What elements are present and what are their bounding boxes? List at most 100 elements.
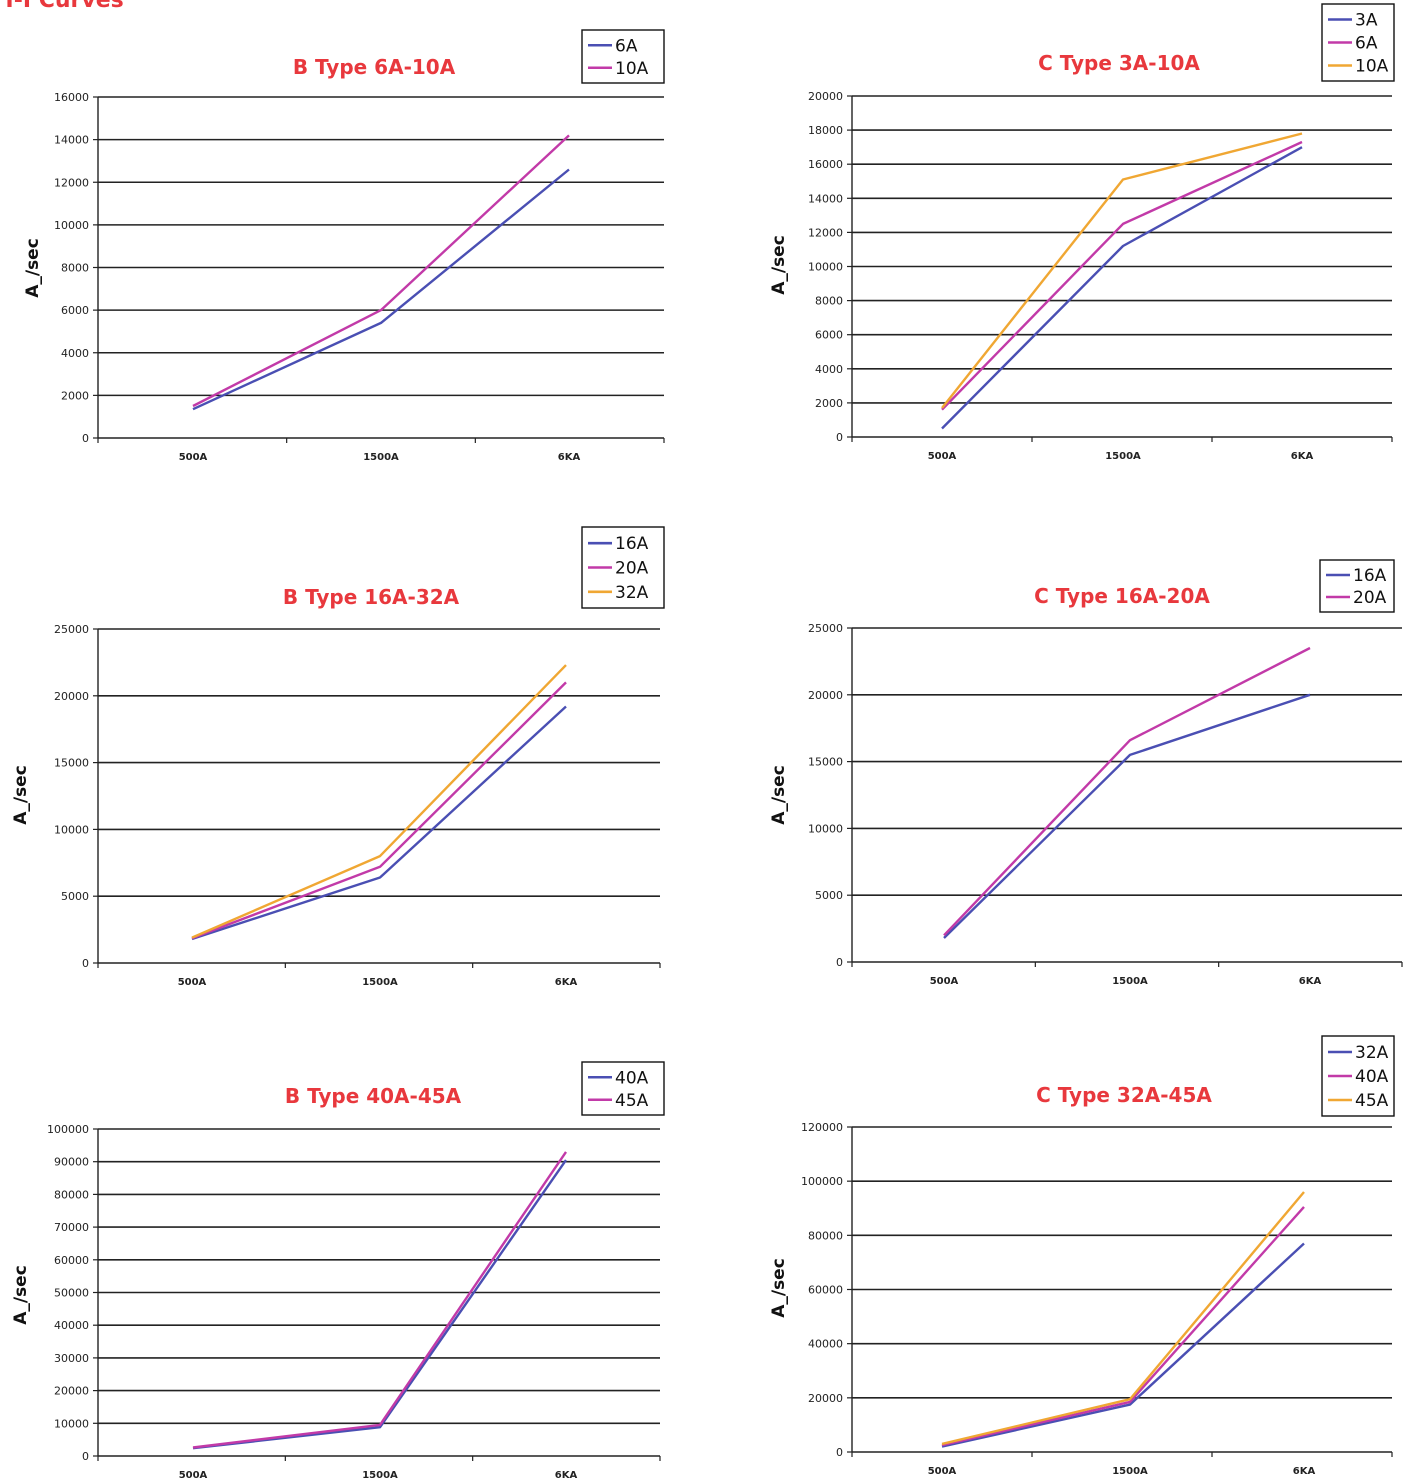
y-tick-label: 40000: [808, 1338, 843, 1351]
y-tick-label: 10000: [808, 261, 843, 274]
y-tick-label: 80000: [54, 1188, 89, 1201]
legend-label: 32A: [615, 583, 649, 603]
y-tick-label: 4000: [815, 363, 843, 376]
chart-4: C Type 16A-20A 0 5000 10000 15000 20000 25000 5…: [769, 559, 1403, 987]
x-tick-label: 1500A: [363, 452, 399, 463]
legend-label: 16A: [615, 534, 649, 554]
y-tick-label: 80000: [808, 1229, 843, 1242]
x-tick-label: 1500A: [1112, 1466, 1148, 1477]
y-axis-label: A_/sec: [769, 1258, 789, 1318]
series-line-3A: [941, 146, 1303, 430]
y-axis-label: A_/sec: [769, 765, 789, 825]
chart-3: B Type 16A-32A 0 5000 10000 15000 20000 25000 5…: [11, 526, 665, 988]
legend-label: 6A: [615, 36, 638, 56]
x-tick-label: 6KA: [555, 1470, 578, 1481]
y-tick-label: 20000: [808, 1392, 843, 1405]
y-tick-label: 60000: [808, 1284, 843, 1297]
chart-1: B Type 6A-10A 0 2000 4000 6000 8000 10000 12000…: [23, 29, 665, 463]
page-title: T-I Curves: [2, 0, 124, 13]
y-tick-label: 14000: [54, 134, 89, 147]
x-tick-label: 500A: [930, 976, 959, 987]
y-tick-label: 20000: [808, 90, 843, 103]
y-axis-label: A_/sec: [11, 765, 31, 825]
y-tick-label: 8000: [815, 295, 843, 308]
y-tick-label: 16000: [808, 158, 843, 171]
y-tick-label: 18000: [808, 124, 843, 137]
y-tick-label: 10000: [54, 219, 89, 232]
y-tick-label: 0: [836, 431, 843, 444]
legend-label: 3A: [1355, 11, 1378, 31]
x-tick-label: 500A: [178, 977, 207, 988]
x-tick-label: 6KA: [558, 452, 581, 463]
x-tick-label: 500A: [928, 1466, 957, 1477]
y-axis-label: A_/sec: [23, 238, 43, 298]
y-tick-label: 50000: [54, 1287, 89, 1300]
series-line-6A: [941, 140, 1303, 411]
legend-label: 16A: [1353, 566, 1387, 586]
series-line-45A: [192, 1151, 567, 1449]
y-tick-label: 20000: [808, 689, 843, 702]
y-tick-label: 25000: [54, 623, 89, 636]
x-tick-label: 500A: [179, 1470, 208, 1481]
y-tick-label: 100000: [801, 1175, 843, 1188]
y-tick-label: 10000: [54, 1417, 89, 1430]
legend-label: 20A: [1353, 588, 1387, 608]
legend-label: 45A: [615, 1091, 649, 1111]
y-tick-label: 25000: [808, 622, 843, 635]
legend-label: 6A: [1355, 34, 1378, 54]
y-tick-label: 16000: [54, 91, 89, 104]
y-tick-label: 0: [82, 957, 89, 970]
y-tick-label: 8000: [61, 262, 89, 275]
legend-label: 20A: [615, 559, 649, 579]
chart-title: B Type 16A-32A: [283, 585, 460, 609]
chart-title: C Type 16A-20A: [1034, 584, 1210, 608]
x-tick-label: 1500A: [362, 1470, 398, 1481]
y-tick-label: 10000: [54, 823, 89, 836]
chart-title: C Type 32A-45A: [1036, 1083, 1212, 1107]
series-line-32A: [191, 664, 567, 939]
series-line-40A: [192, 1159, 567, 1450]
series-line-16A: [943, 693, 1311, 939]
x-tick-label: 6KA: [555, 977, 578, 988]
y-tick-label: 6000: [815, 329, 843, 342]
y-tick-label: 2000: [815, 397, 843, 410]
y-tick-label: 15000: [808, 756, 843, 769]
y-tick-label: 60000: [54, 1254, 89, 1267]
series-line-10A: [941, 132, 1303, 409]
legend-label: 10A: [1355, 57, 1389, 77]
y-tick-label: 100000: [47, 1123, 89, 1136]
y-axis-label: A_/sec: [11, 1265, 31, 1325]
legend-label: 45A: [1355, 1091, 1389, 1111]
legend-box: [581, 29, 665, 84]
y-tick-label: 90000: [54, 1156, 89, 1169]
chart-5: B Type 40A-45A 0 10000 20000 30000 40000 50000…: [11, 1061, 665, 1481]
series-line-45A: [941, 1191, 1305, 1446]
x-tick-label: 1500A: [1105, 451, 1141, 462]
legend-box: [1321, 1035, 1395, 1117]
y-tick-label: 0: [82, 1450, 89, 1463]
y-tick-label: 12000: [54, 176, 89, 189]
legend-box: [581, 1061, 665, 1116]
y-tick-label: 20000: [54, 690, 89, 703]
y-tick-label: 70000: [54, 1221, 89, 1234]
x-tick-label: 6KA: [1293, 1466, 1316, 1477]
y-tick-label: 5000: [61, 890, 89, 903]
y-tick-label: 2000: [61, 389, 89, 402]
x-tick-label: 500A: [928, 451, 957, 462]
y-tick-label: 120000: [801, 1121, 843, 1134]
chart-6: C Type 32A-45A 0 20000 40000 60000 80000 10000…: [769, 1035, 1395, 1477]
y-tick-label: 15000: [54, 757, 89, 770]
chart-2: C Type 3A-10A 0 2000 4000 6000 8000 10000 12000…: [769, 3, 1395, 462]
legend-box: [1319, 559, 1395, 613]
series-line-32A: [941, 1242, 1305, 1448]
y-tick-label: 0: [836, 1446, 843, 1459]
legend-label: 40A: [1355, 1067, 1389, 1087]
x-tick-label: 1500A: [362, 977, 398, 988]
y-tick-label: 12000: [808, 226, 843, 239]
series-line-20A: [943, 646, 1311, 937]
x-tick-label: 500A: [179, 452, 208, 463]
legend-label: 32A: [1355, 1043, 1389, 1063]
y-tick-label: 0: [836, 956, 843, 969]
y-tick-label: 14000: [808, 192, 843, 205]
x-tick-label: 6KA: [1291, 451, 1314, 462]
